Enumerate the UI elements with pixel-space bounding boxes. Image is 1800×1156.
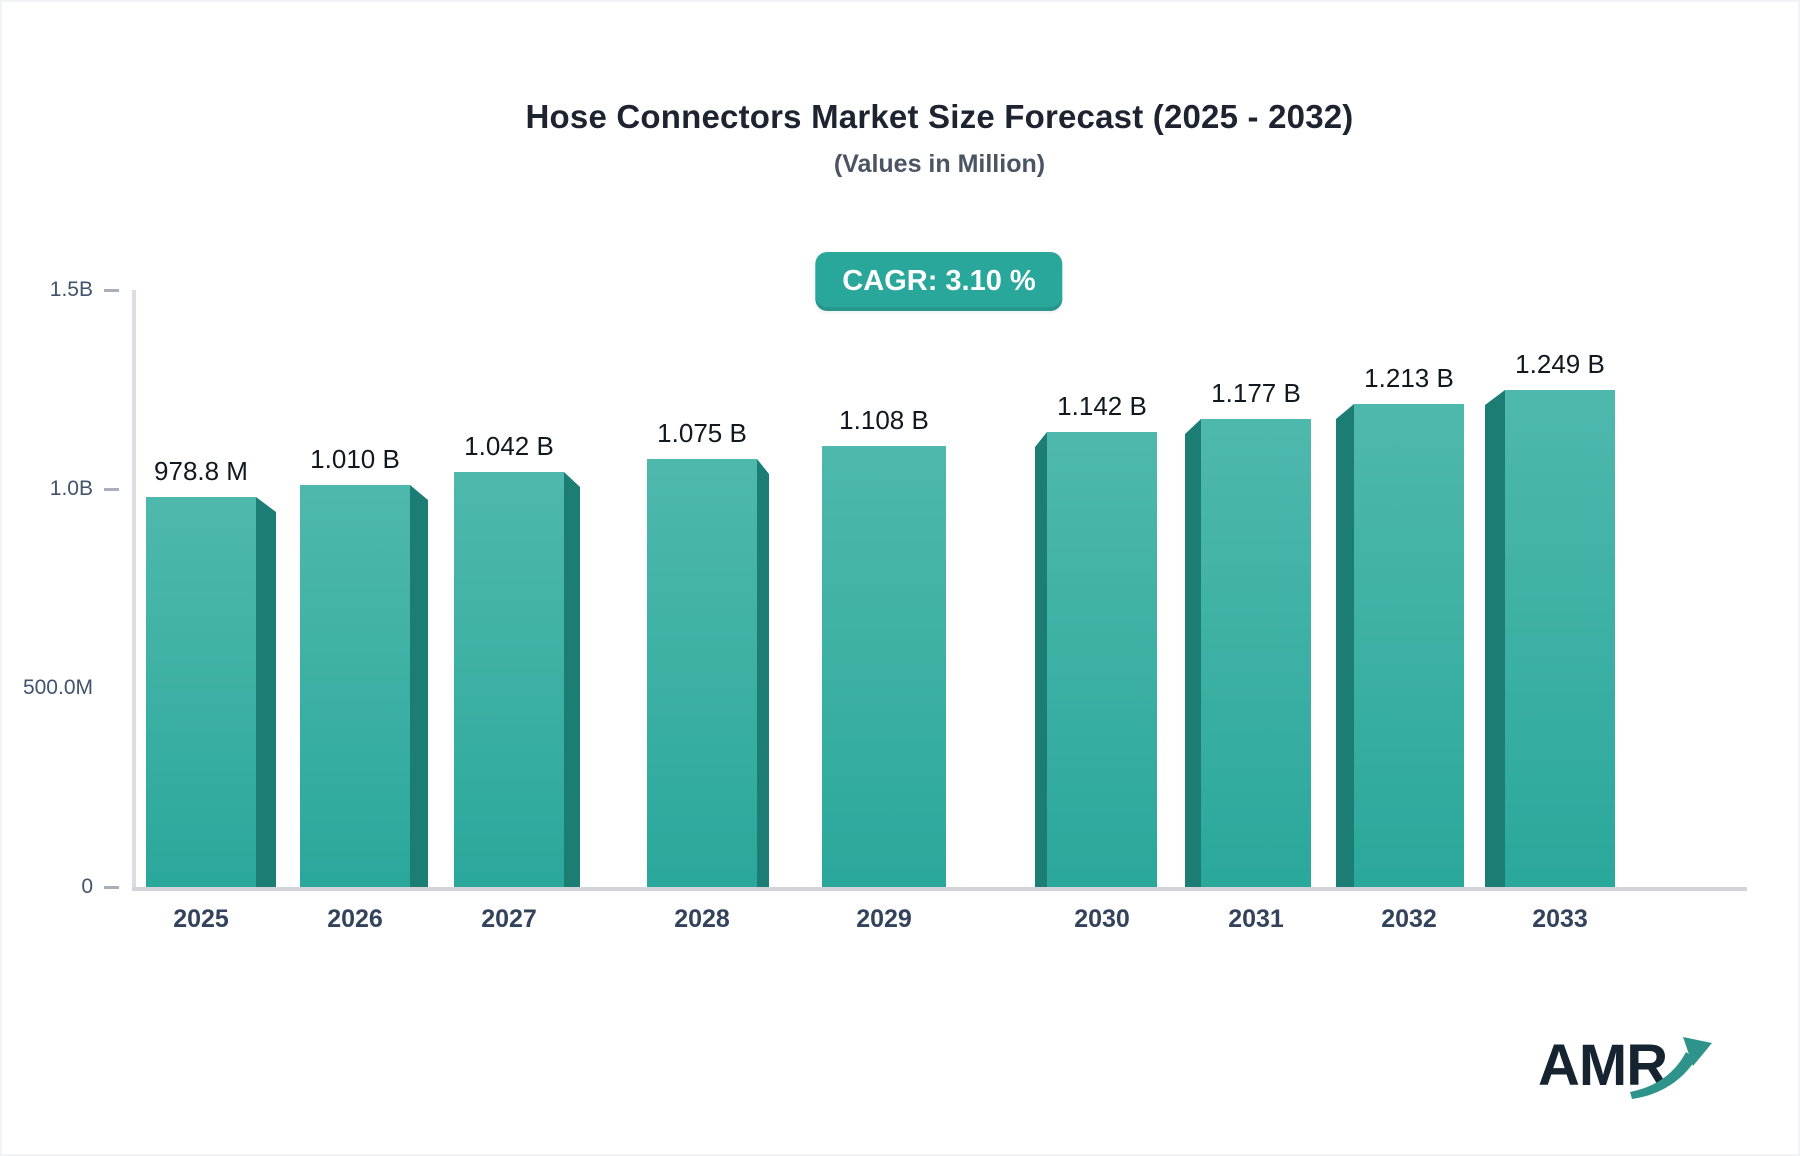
bar-value-label-2026: 1.010 B <box>310 444 400 474</box>
bar-value-label-2029: 1.108 B <box>839 405 929 435</box>
bar-value-label-2033: 1.249 B <box>1515 349 1605 379</box>
bar-2025-side-face <box>256 497 276 887</box>
bar-value-label-2030: 1.142 B <box>1057 391 1147 421</box>
cagr-badge: CAGR: 3.10 % <box>815 252 1063 311</box>
bar-2031-side-face <box>1185 419 1201 887</box>
bar-2033[interactable] <box>1505 390 1615 887</box>
bar-2028[interactable] <box>647 459 757 887</box>
bar-2032-side-face <box>1336 404 1354 887</box>
bar-value-label-2031: 1.177 B <box>1211 378 1301 408</box>
bar-2026[interactable] <box>300 485 410 887</box>
bar-2032[interactable] <box>1354 404 1464 887</box>
y-axis-tick-label: 1.5B <box>49 278 93 301</box>
x-axis-label-2026: 2026 <box>327 905 383 933</box>
bar-2029[interactable] <box>822 446 946 887</box>
bar-2031[interactable] <box>1201 419 1311 887</box>
bar-2025[interactable] <box>146 497 256 887</box>
y-axis-tick-label: 0 <box>81 875 93 898</box>
bar-2030-side-face <box>1035 432 1047 887</box>
bar-2027-side-face <box>564 472 580 887</box>
bar-2033-side-face <box>1485 390 1505 887</box>
y-axis-tick-dash <box>104 488 119 491</box>
bar-2030[interactable] <box>1047 432 1157 887</box>
y-axis-tick-dash <box>104 886 119 889</box>
y-axis-tick-label: 500.0M <box>22 676 93 699</box>
bar-2026-side-face <box>410 485 428 887</box>
chart-title: Hose Connectors Market Size Forecast (20… <box>525 98 1354 135</box>
bar-value-label-2032: 1.213 B <box>1364 363 1454 393</box>
chart-subtitle: (Values in Million) <box>833 150 1046 178</box>
bar-2027[interactable] <box>454 472 564 887</box>
x-axis-label-2028: 2028 <box>674 905 730 933</box>
x-axis-label-2025: 2025 <box>173 905 229 933</box>
amr-logo-arrow-icon <box>1630 1052 1696 1099</box>
amr-logo-text: AMR <box>1538 1033 1667 1098</box>
x-axis-label-2033: 2033 <box>1532 905 1588 933</box>
x-axis-label-2030: 2030 <box>1074 905 1130 933</box>
bar-value-label-2027: 1.042 B <box>464 431 554 461</box>
bar-2028-side-face <box>757 459 769 887</box>
x-axis-label-2031: 2031 <box>1228 905 1284 933</box>
x-axis-label-2029: 2029 <box>856 905 912 933</box>
bar-value-label-2028: 1.075 B <box>657 418 747 448</box>
x-axis-label-2027: 2027 <box>481 905 537 933</box>
plot-area: 1.5B 1.0B 500.0M 0 978.8 M 2025 1.010 B 2026 1.0… <box>23 278 1747 933</box>
x-axis-line <box>132 887 1747 891</box>
x-axis-label-2032: 2032 <box>1381 905 1437 933</box>
bar-value-label-2025: 978.8 M <box>154 456 248 486</box>
y-axis-tick-dash <box>104 289 119 292</box>
y-axis-tick-label: 1.0B <box>49 477 93 500</box>
amr-logo: AMR <box>1536 1021 1722 1110</box>
y-axis-line <box>132 290 136 887</box>
